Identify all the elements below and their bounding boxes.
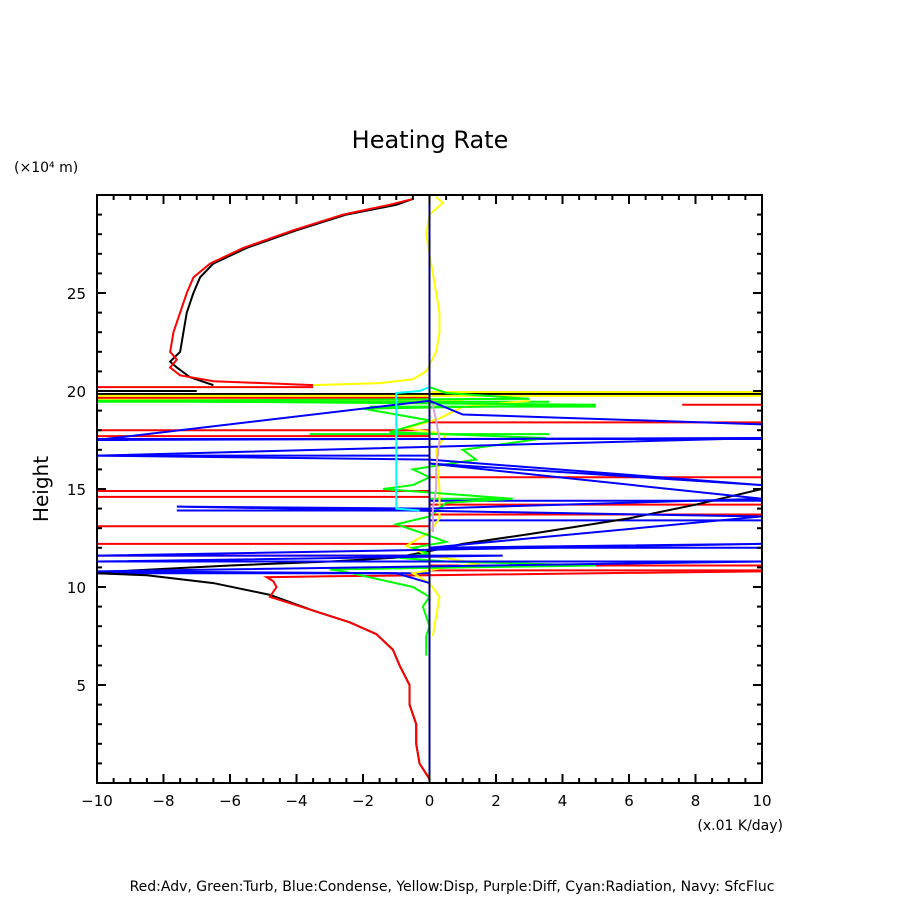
series-total-upper <box>168 197 414 387</box>
x-tick-label: 2 <box>491 792 501 810</box>
x-tick-label: 4 <box>558 792 568 810</box>
series-radiation <box>395 386 430 512</box>
x-tick-label: −10 <box>81 792 113 810</box>
y-axis-label: Height <box>29 456 53 522</box>
y-tick-label: 20 <box>67 383 86 401</box>
x-tick-label: 10 <box>752 792 771 810</box>
y-unit-label: (×10⁴ m) <box>14 160 78 176</box>
x-axis-label: (x.01 K/day) <box>697 818 783 834</box>
x-tick-label: 8 <box>691 792 701 810</box>
chart-title: Heating Rate <box>352 126 509 154</box>
legend-text: Red:Adv, Green:Turb, Blue:Condense, Yell… <box>130 879 775 895</box>
x-tick-label: −2 <box>352 792 374 810</box>
y-tick-label: 15 <box>67 481 86 499</box>
x-tick-label: 6 <box>624 792 634 810</box>
x-tick-label: 0 <box>425 792 435 810</box>
series-disp-upper <box>313 196 445 387</box>
series-adv <box>263 570 763 780</box>
series-layer <box>96 195 763 783</box>
series-diff <box>431 404 441 533</box>
x-tick-label: −4 <box>285 792 307 810</box>
x-tick-label: −6 <box>219 792 241 810</box>
plot-frame <box>96 194 763 784</box>
y-tick-label: 25 <box>67 285 86 303</box>
series-adv-upper <box>168 197 414 387</box>
x-tick-label: −8 <box>152 792 174 810</box>
y-tick-label: 5 <box>76 677 86 695</box>
y-tick-label: 10 <box>67 579 86 597</box>
